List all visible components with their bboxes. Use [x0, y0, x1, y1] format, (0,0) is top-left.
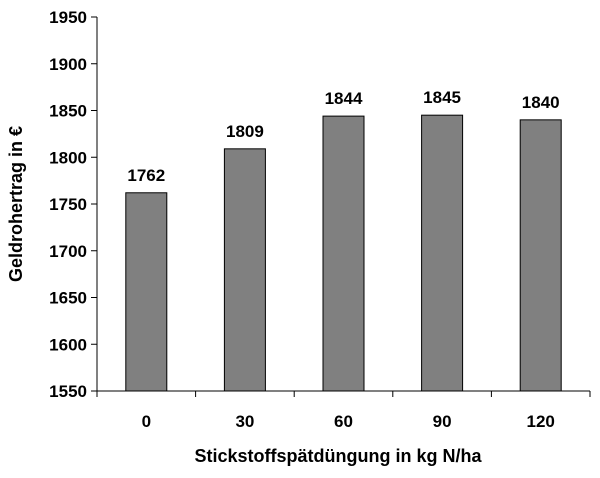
y-tick-label-1800: 1800: [49, 148, 87, 167]
x-tick-label-30: 30: [235, 412, 254, 431]
bars-layer: [125, 114, 562, 392]
bar-90: [421, 114, 464, 392]
x-tick-label-0: 0: [142, 412, 151, 431]
x-axis-title: Stickstoffspätdüngung in kg N/ha: [195, 446, 483, 466]
y-tick-label-1750: 1750: [49, 195, 87, 214]
labels-layer: 1762 1809 1844 1845 1840 1550 1600 1650 1700 1750…: [49, 8, 559, 431]
y-tick-label-1600: 1600: [49, 335, 87, 354]
data-label-30: 1809: [226, 122, 264, 141]
data-label-120: 1840: [522, 93, 560, 112]
data-label-0: 1762: [127, 166, 165, 185]
y-tick-label-1550: 1550: [49, 382, 87, 401]
x-tick-label-90: 90: [433, 412, 452, 431]
bar-120: [519, 119, 562, 392]
y-axis-title: Geldrohertrag in €: [6, 126, 26, 282]
y-tick-label-1850: 1850: [49, 102, 87, 121]
bar-0: [125, 192, 168, 392]
bar-30: [223, 148, 266, 392]
y-tick-label-1950: 1950: [49, 8, 87, 27]
data-label-90: 1845: [423, 88, 461, 107]
y-tick-label-1650: 1650: [49, 289, 87, 308]
y-tick-label-1900: 1900: [49, 55, 87, 74]
axes-layer: [91, 16, 591, 397]
data-label-60: 1844: [325, 89, 363, 108]
y-tick-label-1700: 1700: [49, 242, 87, 261]
x-tick-label-60: 60: [334, 412, 353, 431]
x-tick-label-120: 120: [527, 412, 555, 431]
bar-60: [322, 115, 365, 392]
